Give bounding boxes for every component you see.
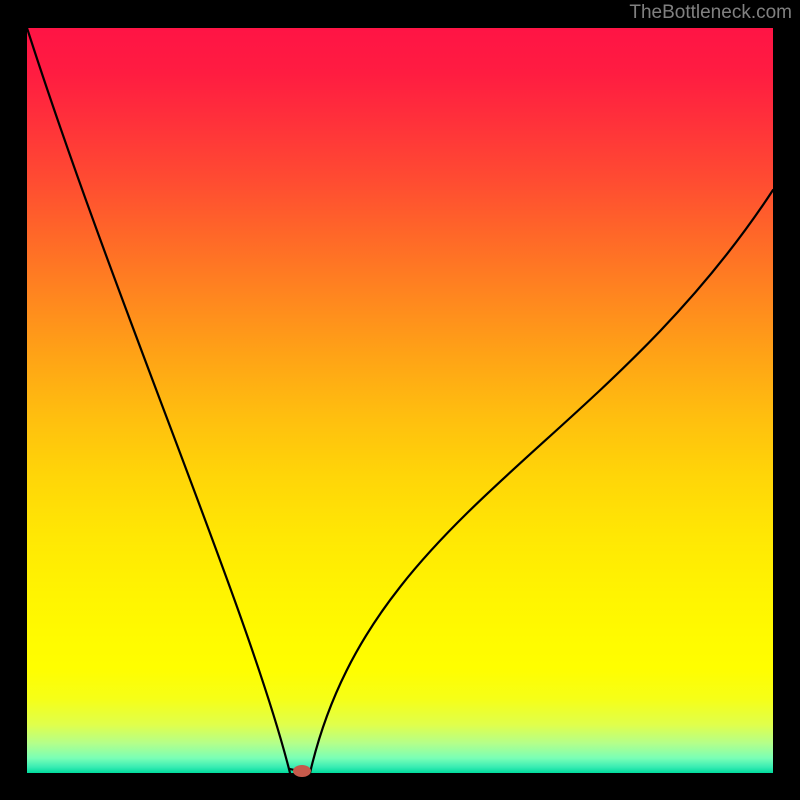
bottleneck-chart xyxy=(0,0,800,800)
optimal-point-marker xyxy=(293,765,311,777)
attribution-label: TheBottleneck.com xyxy=(629,2,792,24)
chart-background xyxy=(27,28,773,773)
